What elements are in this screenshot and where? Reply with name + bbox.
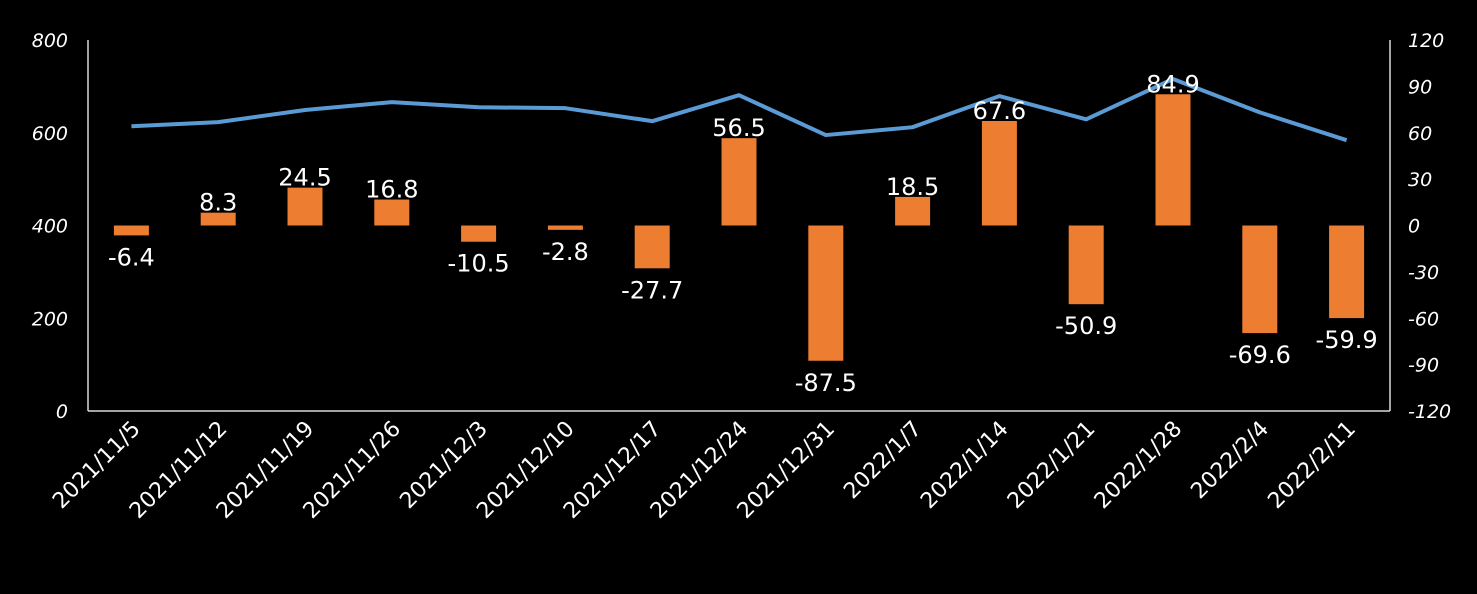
bar — [1068, 225, 1104, 305]
data-label: 56.5 — [712, 114, 765, 142]
bar — [547, 225, 583, 230]
bar — [287, 187, 323, 226]
right-tick-label: -30 — [1408, 262, 1439, 284]
data-label: -59.9 — [1316, 326, 1378, 354]
data-label: 67.6 — [973, 97, 1026, 125]
x-tick-label: 2022/1/28 — [1090, 417, 1187, 514]
bar — [374, 199, 410, 226]
right-tick-label: -120 — [1408, 401, 1451, 423]
bar — [808, 225, 844, 361]
bar — [634, 225, 670, 269]
bar — [200, 212, 236, 226]
x-tick-label: 2022/2/4 — [1186, 417, 1274, 505]
data-label: 24.5 — [278, 164, 331, 192]
x-tick-label: 2022/1/21 — [1003, 417, 1100, 514]
bar — [1242, 225, 1278, 334]
right-tick-label: 120 — [1408, 30, 1444, 52]
data-label: -6.4 — [108, 243, 155, 271]
bar — [1329, 225, 1365, 319]
data-label: -2.8 — [542, 238, 589, 266]
data-label: -50.9 — [1055, 312, 1117, 340]
series-line — [131, 76, 1348, 143]
data-label: 8.3 — [199, 189, 237, 217]
right-tick-label: -60 — [1408, 308, 1439, 330]
right-tick-label: -90 — [1408, 355, 1439, 377]
right-tick-label: 90 — [1408, 76, 1432, 98]
right-tick-label: 0 — [1408, 216, 1420, 238]
data-label: -87.5 — [795, 369, 857, 397]
right-tick-label: 30 — [1408, 169, 1432, 191]
bar — [461, 225, 497, 242]
left-tick-label: 400 — [32, 216, 68, 238]
left-tick-label: 600 — [32, 123, 68, 145]
left-tick-label: 0 — [56, 401, 68, 423]
x-tick-label: 2022/1/14 — [916, 417, 1013, 514]
data-label: -27.7 — [621, 276, 683, 304]
data-label: 16.8 — [365, 176, 418, 204]
data-label: 84.9 — [1146, 70, 1199, 98]
bar — [981, 121, 1017, 226]
left-tick-label: 800 — [32, 30, 68, 52]
left-tick-label: 200 — [32, 308, 68, 330]
x-tick-label: 2022/1/7 — [839, 417, 927, 505]
bar — [113, 225, 149, 236]
bar — [721, 138, 757, 226]
right-tick-label: 60 — [1408, 123, 1432, 145]
bar — [1155, 94, 1191, 226]
x-tick-label: 2022/2/11 — [1263, 417, 1360, 514]
data-label: 18.5 — [886, 173, 939, 201]
data-label: -10.5 — [448, 250, 510, 278]
data-label: -69.6 — [1229, 341, 1291, 369]
bar — [895, 196, 931, 226]
